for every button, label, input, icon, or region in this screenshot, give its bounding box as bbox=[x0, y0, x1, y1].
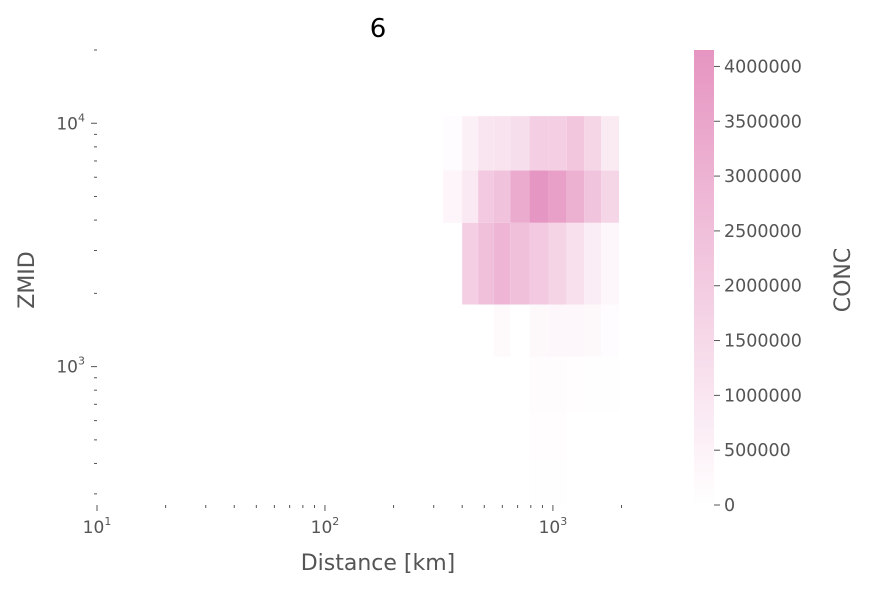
heatmap-cell bbox=[548, 356, 567, 413]
colorbar-tick-label: 2000000 bbox=[724, 277, 802, 297]
chart-title: 6 bbox=[370, 14, 387, 44]
colorbar-gradient bbox=[694, 50, 714, 505]
heatmap-cell bbox=[601, 356, 620, 413]
heatmap-cells bbox=[443, 116, 620, 505]
heatmap-cell bbox=[584, 356, 602, 413]
heatmap-cell bbox=[566, 304, 585, 357]
x-axis: 101 102 103 bbox=[83, 505, 623, 538]
heatmap-cell bbox=[443, 170, 463, 223]
heatmap-cell bbox=[493, 222, 511, 305]
heatmap-cell bbox=[548, 304, 567, 357]
heatmap-cell bbox=[548, 412, 567, 461]
heatmap-cell bbox=[584, 304, 602, 357]
heatmap-cell bbox=[548, 116, 567, 171]
heatmap-cell bbox=[510, 116, 530, 171]
heatmap-cell bbox=[529, 356, 549, 413]
heatmap-cell bbox=[566, 356, 585, 413]
heatmap-cell bbox=[566, 116, 585, 171]
colorbar-tick-label: 3000000 bbox=[724, 167, 802, 187]
heatmap-cell bbox=[584, 222, 602, 305]
heatmap-cell bbox=[548, 170, 567, 223]
heatmap-cell bbox=[462, 116, 479, 171]
heatmap-cell bbox=[529, 304, 549, 357]
y-tick-label: 104 bbox=[56, 111, 85, 134]
heatmap-cell bbox=[529, 412, 549, 461]
heatmap-cell bbox=[548, 460, 567, 505]
heatmap-cell bbox=[493, 304, 511, 357]
heatmap-cell bbox=[548, 222, 567, 305]
heatmap-cell bbox=[584, 116, 602, 171]
heatmap-cell bbox=[462, 222, 479, 305]
heatmap-cell bbox=[601, 222, 620, 305]
colorbar-tick-label: 500000 bbox=[724, 441, 791, 461]
heatmap-cell bbox=[529, 116, 549, 171]
x-tick-label: 102 bbox=[311, 515, 340, 538]
heatmap-cell bbox=[601, 116, 620, 171]
colorbar-tick-label: 2500000 bbox=[724, 222, 802, 242]
x-axis-label: Distance [km] bbox=[301, 551, 456, 576]
y-axis: 103 104 bbox=[56, 49, 97, 495]
x-tick-label: 101 bbox=[83, 515, 112, 538]
heatmap-cell bbox=[529, 460, 549, 505]
colorbar-tick-label: 3500000 bbox=[724, 112, 802, 132]
heatmap-cell bbox=[462, 170, 479, 223]
heatmap-cell bbox=[529, 170, 549, 223]
colorbar-label: CONC bbox=[831, 248, 856, 313]
heatmap-cell bbox=[510, 222, 530, 305]
y-axis-label: ZMID bbox=[15, 251, 40, 308]
heatmap-cell bbox=[510, 170, 530, 223]
colorbar-tick-label: 1000000 bbox=[724, 386, 802, 406]
heatmap-cell bbox=[584, 170, 602, 223]
heatmap-cell bbox=[566, 222, 585, 305]
heatmap-cell bbox=[478, 116, 494, 171]
x-tick-label: 103 bbox=[539, 515, 568, 538]
heatmap-cell bbox=[443, 116, 463, 171]
heatmap-cell bbox=[566, 170, 585, 223]
heatmap-cell bbox=[493, 170, 511, 223]
y-tick-label: 103 bbox=[56, 355, 85, 378]
colorbar-tick-label: 1500000 bbox=[724, 332, 802, 352]
heatmap-cell bbox=[493, 116, 511, 171]
heatmap-cell bbox=[478, 222, 494, 305]
heatmap-cell bbox=[529, 222, 549, 305]
heatmap-cell bbox=[478, 170, 494, 223]
colorbar-tick-label: 4000000 bbox=[724, 57, 802, 77]
colorbar-tick-label: 0 bbox=[724, 496, 735, 516]
heatmap-cell bbox=[601, 170, 620, 223]
heatmap-cell bbox=[601, 304, 620, 357]
colorbar: 0 500000 1000000 1500000 2000000 2500000 30000… bbox=[694, 50, 802, 516]
